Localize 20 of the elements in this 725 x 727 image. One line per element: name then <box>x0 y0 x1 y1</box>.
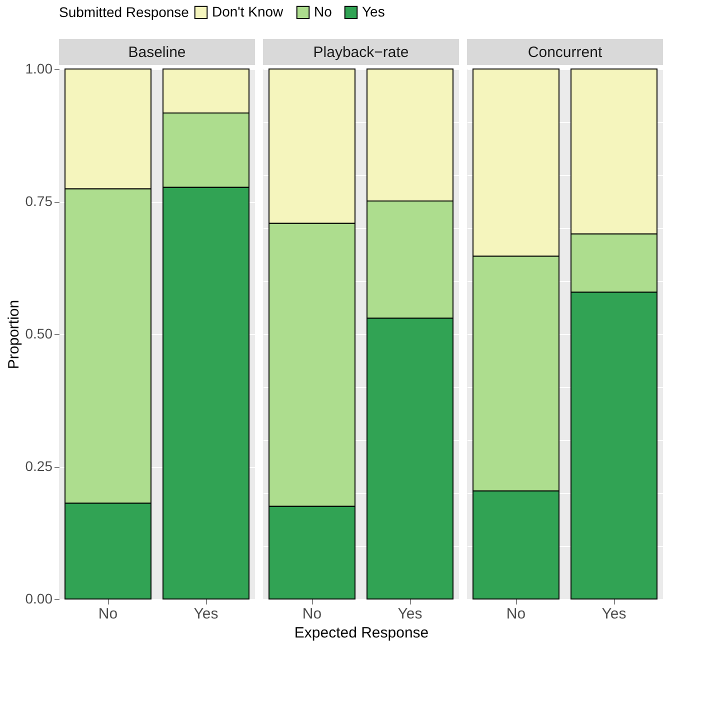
chart-title: Playback−rate <box>313 44 409 61</box>
chart-title: Baseline <box>128 44 186 61</box>
legend-label: Don't Know <box>212 3 284 20</box>
x-tick-label: No <box>506 606 526 622</box>
y-tick-label: 0.00 <box>25 590 53 606</box>
y-axis-title: Proportion <box>5 300 22 370</box>
legend-title: Submitted Response <box>59 4 190 20</box>
x-tick-label: No <box>98 606 118 622</box>
legend-label: No <box>314 3 332 20</box>
x-tick-label: No <box>302 606 322 622</box>
y-tick-label: 1.00 <box>25 60 53 76</box>
legend-label: Yes <box>362 3 385 20</box>
x-tick-label: Yes <box>602 606 626 622</box>
x-axis-title: Expected Response <box>294 624 429 642</box>
y-tick-label: 0.50 <box>25 326 53 342</box>
chart-title: Concurrent <box>528 44 603 61</box>
y-tick-label: 0.25 <box>25 458 53 474</box>
x-tick-label: Yes <box>194 606 218 622</box>
y-tick-label: 0.75 <box>25 193 53 209</box>
x-tick-label: Yes <box>398 606 422 622</box>
